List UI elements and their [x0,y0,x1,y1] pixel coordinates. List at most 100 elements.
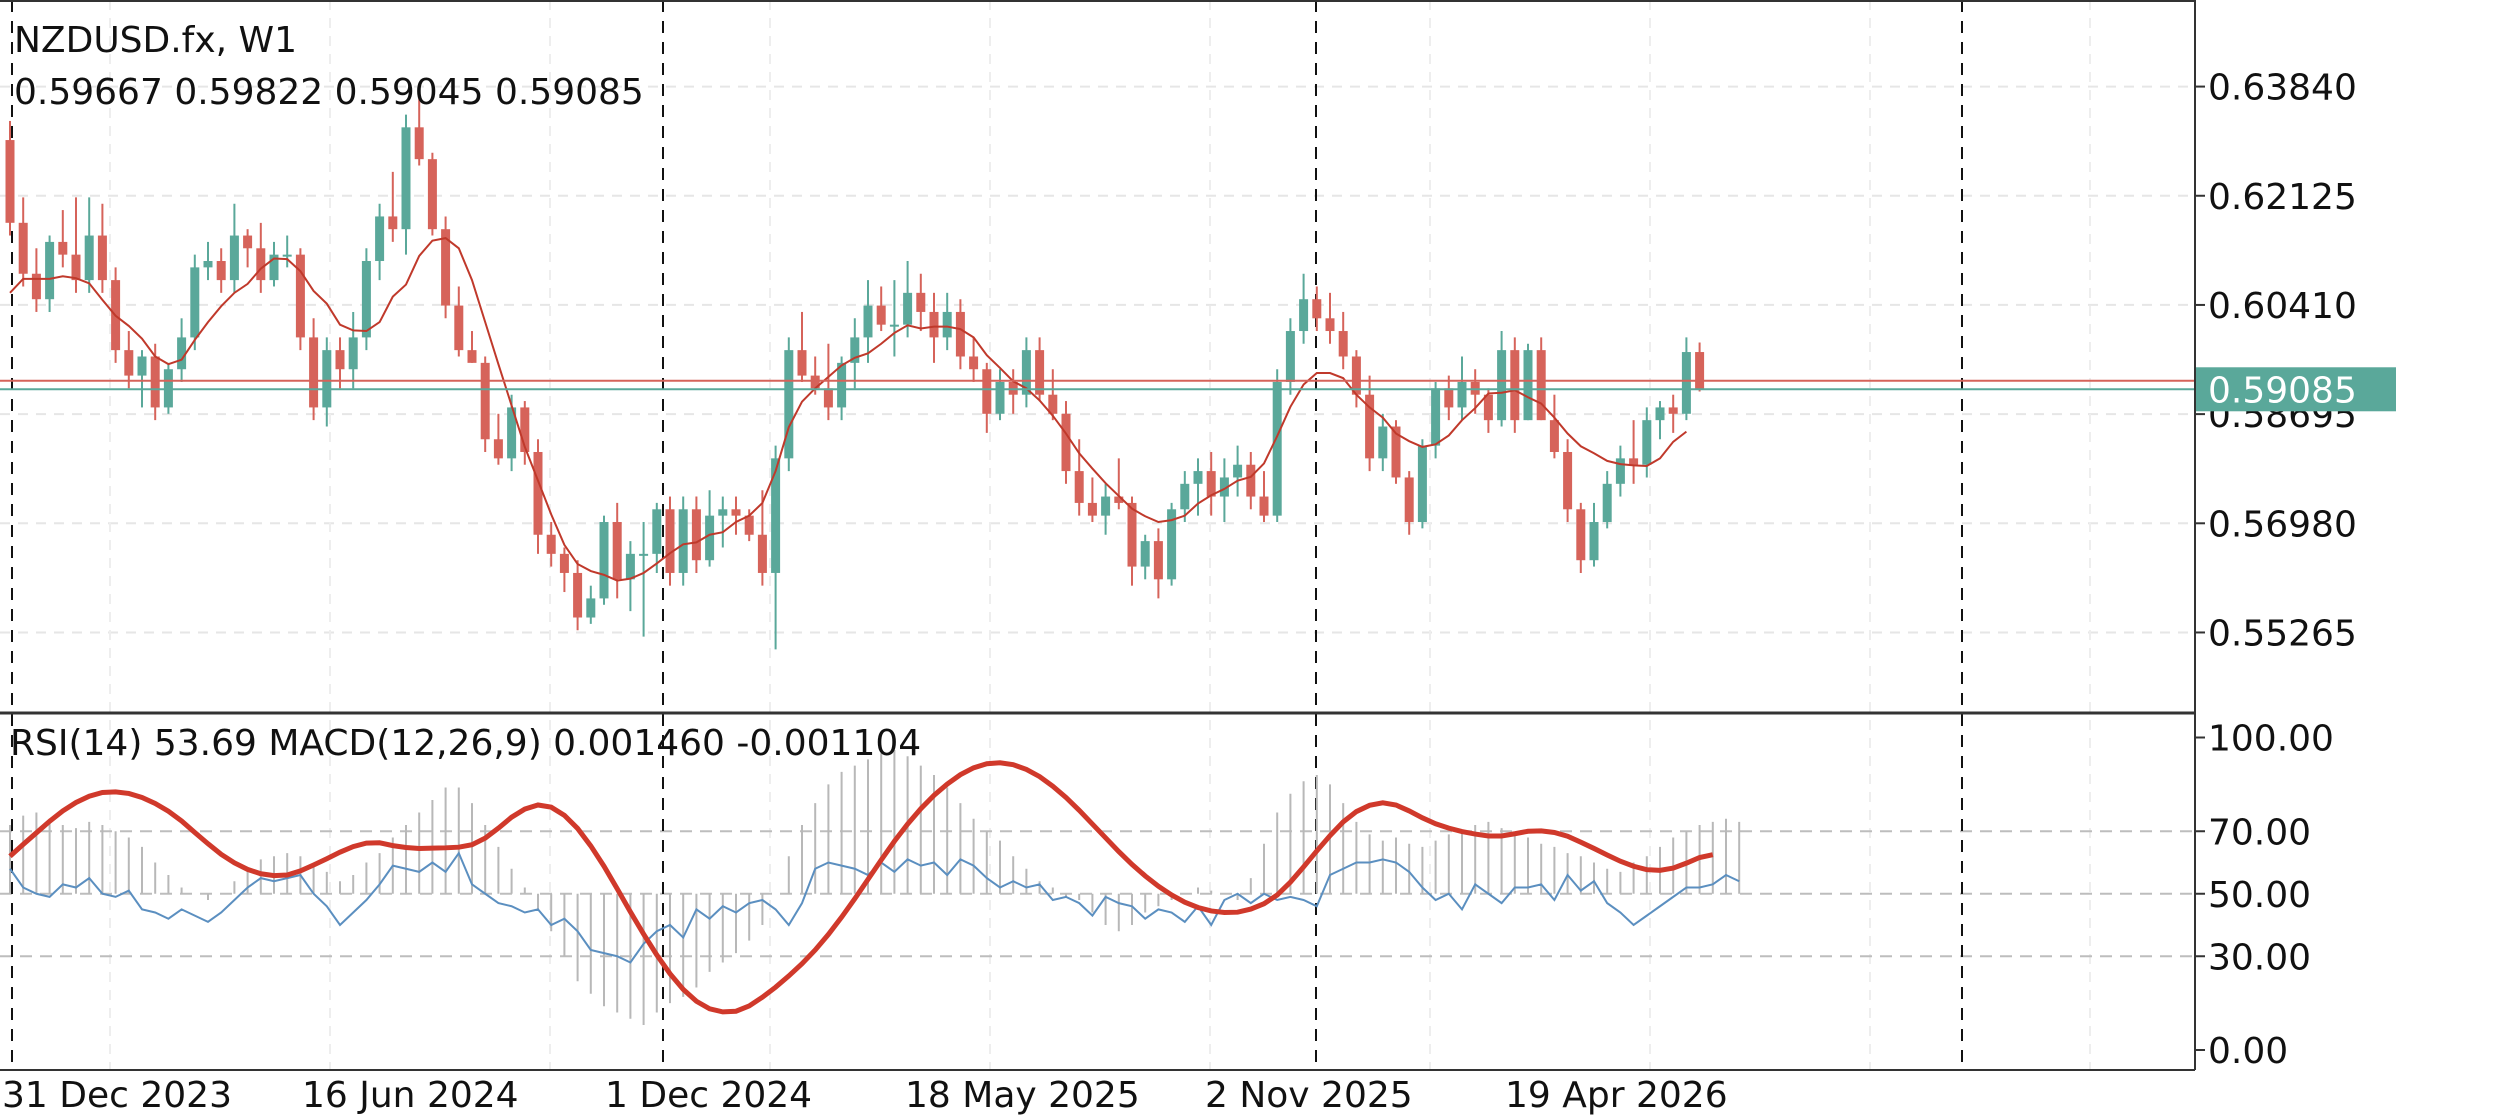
candle[interactable] [784,337,794,472]
candle[interactable] [1563,439,1573,523]
candle[interactable] [58,210,68,268]
candle[interactable] [546,522,556,567]
candle[interactable] [229,203,239,293]
candle[interactable] [1140,534,1150,580]
candle[interactable] [1233,445,1243,497]
candle[interactable] [942,292,952,351]
candle[interactable] [1272,369,1282,523]
candle[interactable] [599,515,609,605]
candle[interactable] [361,248,371,351]
candle[interactable] [771,445,781,650]
candle[interactable] [375,203,385,281]
candle[interactable] [1101,483,1111,535]
candle[interactable] [1035,337,1045,402]
candle[interactable] [1127,496,1137,586]
candle[interactable] [1021,337,1031,408]
candle[interactable] [480,356,490,452]
candle[interactable] [1497,331,1507,427]
candle[interactable] [177,318,187,382]
candle[interactable] [1338,311,1348,370]
candle[interactable] [1615,445,1625,497]
candle[interactable] [1391,420,1401,484]
candle[interactable] [256,222,266,293]
candle[interactable] [1114,458,1124,510]
candle[interactable] [797,311,807,382]
candle[interactable] [1193,458,1203,516]
candle[interactable] [441,216,451,319]
candle[interactable] [1167,502,1177,586]
candle[interactable] [243,229,253,268]
candle[interactable] [269,241,279,287]
candle[interactable] [1668,394,1678,433]
candle[interactable] [1061,401,1071,484]
candle[interactable] [1219,458,1229,523]
candle[interactable] [31,248,41,312]
candle[interactable] [1351,350,1361,408]
candle[interactable] [982,362,992,433]
candle[interactable] [1576,502,1586,573]
candle[interactable] [1087,477,1097,523]
candle[interactable] [309,318,319,421]
candle[interactable] [1259,471,1269,523]
candle[interactable] [124,331,134,389]
candle[interactable] [1325,292,1335,344]
candle[interactable] [203,241,213,281]
candle[interactable] [665,496,675,586]
candle[interactable] [1299,273,1309,344]
candle[interactable] [573,560,583,631]
candle[interactable] [1695,342,1705,392]
candle[interactable] [467,331,477,363]
candle[interactable] [401,114,411,255]
candle[interactable] [322,337,332,427]
candle[interactable] [454,286,464,357]
candle[interactable] [1180,471,1190,523]
candle[interactable] [1378,413,1388,472]
candle[interactable] [282,235,292,268]
candle[interactable] [84,197,94,293]
candle[interactable] [493,413,503,465]
candle[interactable] [1417,439,1427,529]
candle[interactable] [691,496,701,573]
candle[interactable] [1444,375,1454,421]
candle[interactable] [1589,502,1599,567]
candle[interactable] [823,343,833,421]
candle[interactable] [1681,337,1691,421]
candle[interactable] [1523,343,1533,421]
price-axis[interactable]: 0.638400.621250.604100.586950.569800.552… [2195,68,2357,655]
candle[interactable] [1483,388,1493,433]
candle[interactable] [1153,528,1163,599]
candles[interactable] [5,89,1705,650]
candle[interactable] [18,197,28,287]
candle[interactable] [863,280,873,363]
candle[interactable] [533,439,543,554]
candle[interactable] [71,197,81,293]
candle[interactable] [1404,471,1414,535]
candle[interactable] [969,337,979,382]
candle[interactable] [388,171,398,242]
candle[interactable] [612,502,622,599]
candle[interactable] [97,203,107,293]
candle[interactable] [1048,369,1058,421]
candle[interactable] [1549,394,1559,459]
time-axis[interactable]: 31 Dec 2023 16 Jun 2024 1 Dec 2024 18 May 2… [2,1075,1728,1116]
candle[interactable] [1365,375,1375,472]
candle[interactable] [1655,401,1665,440]
candle[interactable] [559,547,569,593]
candle[interactable] [1536,337,1546,421]
candle[interactable] [889,280,899,357]
candle[interactable] [876,286,886,332]
candle[interactable] [955,299,965,370]
candle[interactable] [1431,381,1441,459]
candle[interactable] [1312,286,1322,332]
candle[interactable] [718,496,728,548]
candle[interactable] [652,502,662,573]
indicator-axis[interactable]: 100.00 70.00 50.00 30.00 0.00 [2195,719,2334,1073]
candle[interactable] [995,369,1005,421]
candle[interactable] [1206,451,1216,516]
candle[interactable] [639,522,649,637]
candle[interactable] [1510,337,1520,433]
candle[interactable] [1629,420,1639,484]
candle[interactable] [1285,318,1295,395]
candle[interactable] [45,235,55,312]
